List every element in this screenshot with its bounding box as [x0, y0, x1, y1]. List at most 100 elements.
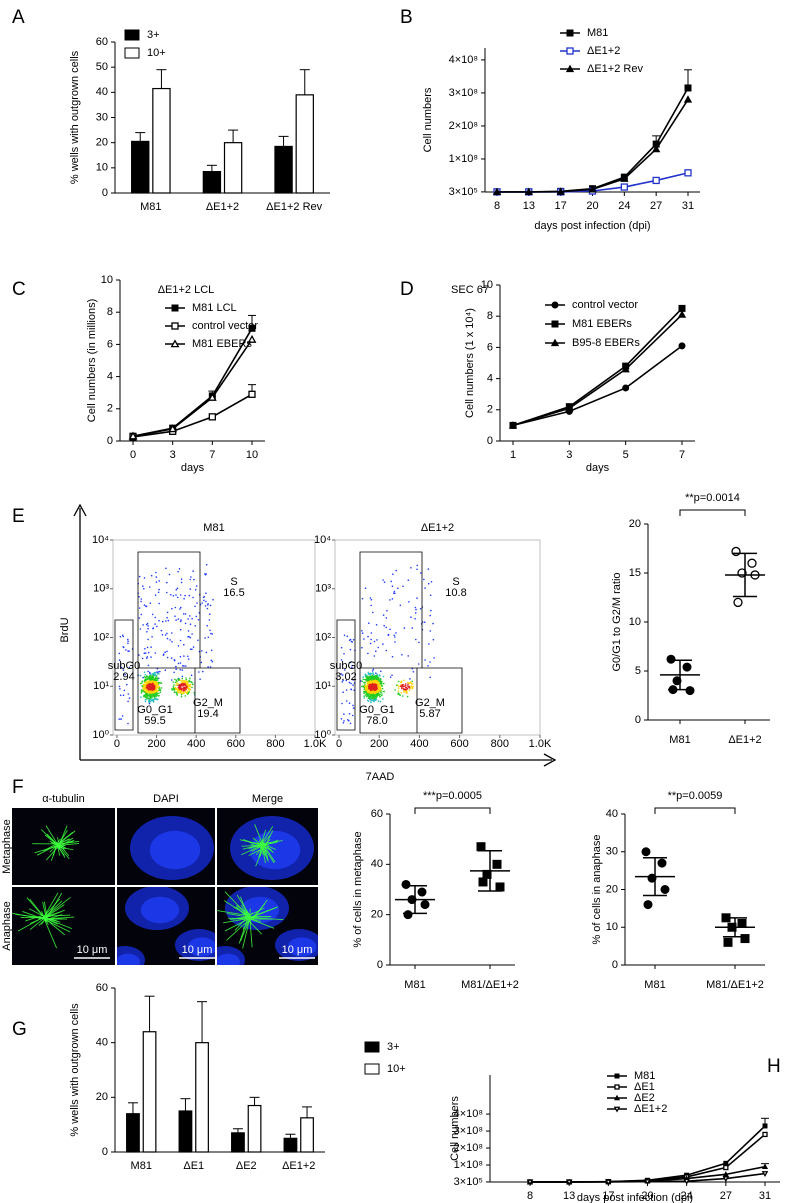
event — [369, 642, 372, 645]
event — [151, 636, 153, 638]
event — [366, 691, 369, 693]
event — [183, 643, 185, 646]
event — [149, 700, 152, 703]
scale-bar-label: 10 μm — [182, 944, 213, 956]
event — [343, 653, 345, 655]
tubulin — [255, 846, 265, 867]
event — [189, 623, 192, 625]
event — [156, 690, 159, 692]
event — [342, 679, 344, 682]
legend-marker — [566, 29, 574, 37]
event — [150, 697, 152, 699]
event — [368, 694, 370, 696]
event — [372, 684, 374, 687]
event — [343, 713, 345, 715]
event — [340, 718, 343, 720]
data-point — [731, 546, 741, 557]
event — [151, 689, 153, 691]
event — [155, 695, 158, 697]
event — [406, 690, 408, 693]
event — [381, 687, 384, 690]
tubulin — [41, 911, 45, 917]
event — [189, 578, 192, 581]
event — [175, 684, 177, 686]
event — [184, 686, 186, 689]
event — [164, 651, 166, 653]
event — [166, 616, 168, 619]
event — [180, 581, 183, 584]
event — [179, 662, 182, 664]
event — [189, 648, 192, 650]
event — [146, 684, 148, 687]
event — [415, 608, 417, 611]
event — [351, 664, 354, 667]
event — [373, 640, 376, 643]
event — [406, 685, 409, 687]
event — [173, 688, 176, 690]
event — [401, 654, 403, 656]
legend-label: ΔE2 — [634, 1092, 655, 1104]
event — [189, 688, 191, 691]
event — [428, 643, 430, 645]
event — [377, 693, 379, 695]
event — [370, 598, 373, 601]
y-tick-label: 2×10⁸ — [454, 1142, 483, 1154]
event — [407, 681, 409, 684]
x-tick-label: 31 — [759, 1190, 771, 1202]
event — [208, 619, 211, 621]
event — [149, 675, 151, 677]
event — [378, 674, 381, 676]
event — [374, 696, 377, 698]
y-tick-label: 0 — [612, 959, 618, 971]
event — [156, 679, 158, 682]
event — [160, 687, 163, 689]
dapi-core — [287, 937, 317, 957]
event — [370, 700, 373, 702]
event — [363, 692, 365, 695]
event — [379, 695, 381, 698]
tubulin — [252, 899, 268, 920]
event — [377, 679, 380, 681]
data-point — [682, 662, 692, 672]
event — [423, 621, 426, 623]
event — [177, 618, 180, 620]
event — [414, 612, 417, 614]
event — [341, 663, 344, 666]
event — [140, 691, 143, 693]
event — [372, 696, 375, 698]
event — [393, 590, 396, 593]
event — [381, 693, 383, 695]
event — [382, 614, 385, 616]
event — [173, 671, 175, 674]
event — [369, 597, 372, 599]
event — [153, 698, 156, 700]
tubulin — [233, 906, 252, 918]
p-value: **p=0.0014 — [685, 492, 740, 504]
event — [140, 689, 143, 691]
event — [144, 700, 147, 703]
event — [189, 677, 191, 680]
event — [424, 659, 426, 661]
event — [372, 674, 375, 676]
event — [361, 680, 364, 683]
event — [148, 702, 151, 705]
event — [145, 605, 148, 608]
data-point — [723, 1164, 729, 1171]
event — [118, 718, 120, 720]
tubulin — [241, 845, 262, 847]
event — [186, 684, 189, 687]
error-bar — [197, 1001, 208, 1043]
tubulin — [254, 824, 263, 843]
legend-label: ΔE1+2 — [587, 45, 620, 57]
error-bar — [144, 995, 155, 1032]
event — [149, 672, 151, 675]
event — [379, 678, 382, 681]
event — [155, 581, 158, 583]
event — [363, 695, 365, 697]
event — [368, 686, 371, 689]
sd-bar — [403, 884, 427, 915]
event — [184, 613, 187, 615]
event — [148, 691, 151, 694]
y-tick-label: 0 — [107, 435, 113, 447]
event — [364, 684, 367, 686]
